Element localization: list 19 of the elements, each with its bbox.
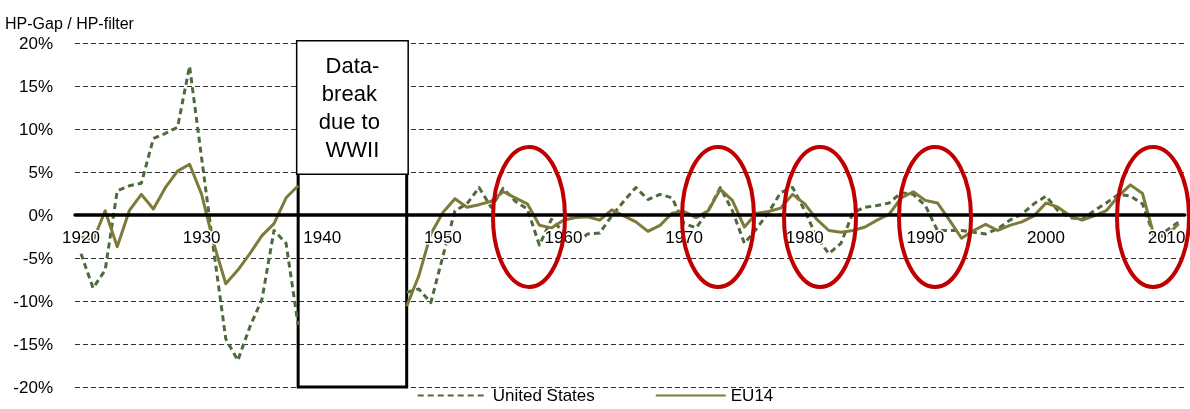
x-tick-label: 2000 bbox=[1027, 228, 1065, 247]
y-tick-label: 5% bbox=[28, 162, 53, 182]
y-tick-label: 0% bbox=[28, 205, 53, 225]
y-tick-label: -10% bbox=[13, 291, 53, 311]
x-tick-label: 1940 bbox=[303, 228, 342, 247]
x-tick-label: 1980 bbox=[785, 228, 824, 247]
y-tick-label: -15% bbox=[13, 334, 53, 354]
y-tick-label: -5% bbox=[22, 248, 53, 268]
legend-label: EU14 bbox=[730, 386, 774, 405]
y-tick-label: 10% bbox=[18, 119, 53, 139]
x-tick-label: 1990 bbox=[906, 228, 945, 247]
legend-label: United States bbox=[492, 386, 595, 405]
y-tick-label: -20% bbox=[13, 377, 53, 397]
y-axis-title: HP-Gap / HP-filter bbox=[5, 14, 135, 32]
y-tick-label: 15% bbox=[18, 76, 53, 96]
y-tick-label: 20% bbox=[18, 33, 53, 53]
x-tick-label: 2010 bbox=[1147, 228, 1186, 247]
band-label: Data-break due to WWII bbox=[318, 53, 387, 162]
x-tick-label: 1920 bbox=[62, 228, 100, 247]
